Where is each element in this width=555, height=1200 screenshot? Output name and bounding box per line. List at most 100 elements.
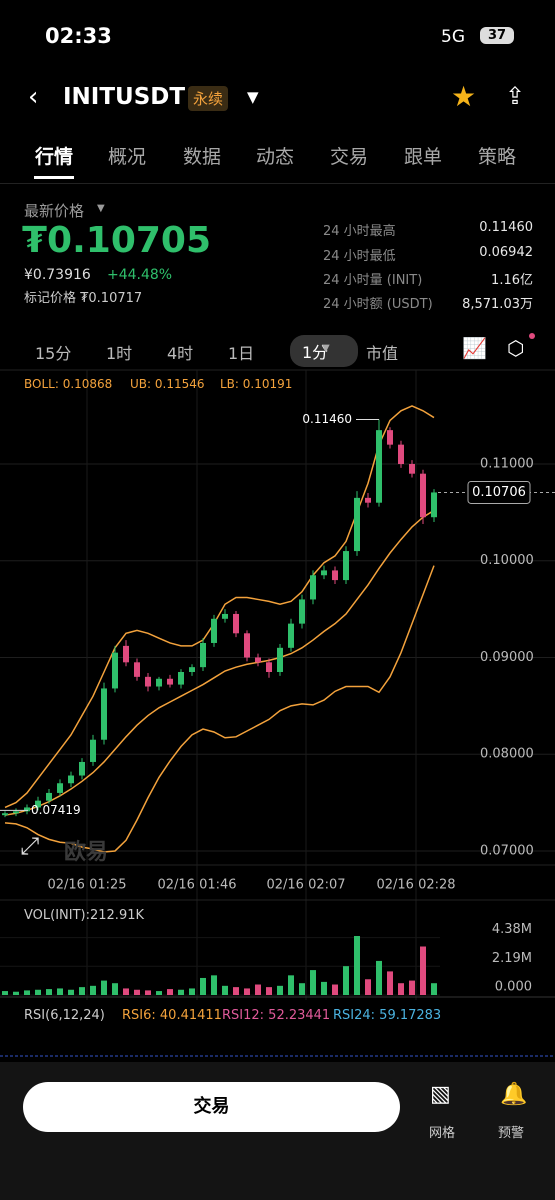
- candle-body: [24, 807, 30, 812]
- rsi6: RSI6: 40.41411: [122, 1008, 222, 1023]
- status-time: 02:33: [45, 24, 112, 48]
- contract-tag: 永续: [188, 86, 229, 111]
- stat-value: 0.11460: [479, 220, 533, 235]
- y-tick-label: 0.11000: [480, 457, 534, 472]
- cny-price: ¥0.73916: [24, 267, 91, 283]
- volume-bar: [233, 987, 239, 995]
- candle-body: [79, 761, 85, 776]
- volume-bar: [431, 983, 437, 995]
- alert-icon[interactable]: 🔔: [500, 1082, 528, 1107]
- volume-bar: [90, 985, 96, 995]
- max-label: 0.11460: [302, 412, 352, 426]
- stat-label: 24 小时最低: [323, 249, 396, 264]
- rsi24: RSI24: 59.17283: [333, 1008, 442, 1023]
- favorite-star[interactable]: ★: [451, 80, 477, 113]
- tab[interactable]: 跟单: [404, 146, 443, 168]
- boll-lower: [4, 565, 435, 853]
- tab[interactable]: 动态: [256, 146, 295, 168]
- watermark: 欧易: [64, 840, 109, 865]
- volume-bar: [310, 970, 316, 995]
- candle-body: [354, 497, 360, 552]
- interval[interactable]: 15分: [35, 344, 72, 363]
- x-tick-label: 02/16 01:46: [157, 878, 236, 893]
- volume-bar: [200, 977, 206, 995]
- vol-tick-label: 4.38M: [492, 922, 532, 937]
- volume-bar: [134, 989, 140, 995]
- volume-bar: [365, 979, 371, 995]
- settings-button[interactable]: ⬡: [507, 336, 525, 360]
- candle-body: [189, 667, 195, 672]
- grid-icon[interactable]: ▧: [430, 1082, 451, 1107]
- vol-tick-label: 0.000: [495, 980, 532, 995]
- share-button[interactable]: ⇪: [505, 82, 526, 110]
- boll-label: BOLL: 0.10868: [24, 377, 113, 391]
- interval[interactable]: 市值: [366, 344, 399, 363]
- boll-mid: [4, 509, 435, 816]
- candle-body: [13, 811, 19, 814]
- back-button[interactable]: ‹: [28, 82, 39, 112]
- volume-bar: [13, 991, 19, 995]
- trade-button[interactable]: 交易: [23, 1082, 400, 1132]
- volume-bar: [420, 946, 426, 995]
- volume-bar: [189, 988, 195, 995]
- symbol-dropdown[interactable]: ▼: [247, 88, 259, 106]
- candle-body: [222, 613, 228, 619]
- volume-bar: [211, 975, 217, 995]
- candle-body: [431, 492, 437, 518]
- candle-body: [57, 783, 63, 793]
- candle-body: [35, 800, 41, 808]
- volume-bar: [277, 985, 283, 995]
- candle-body: [178, 671, 184, 685]
- candle-body: [310, 575, 316, 600]
- vol-tick-label: 2.19M: [492, 951, 532, 966]
- rsi-title: RSI(6,12,24): [24, 1008, 105, 1023]
- interval[interactable]: 1分: [290, 335, 359, 367]
- interval[interactable]: 4时: [167, 344, 194, 363]
- lb-label: LB: 0.10191: [220, 377, 293, 391]
- grid-label[interactable]: 网格: [429, 1126, 456, 1141]
- change: +44.48%: [107, 267, 173, 283]
- volume-bar: [178, 989, 184, 995]
- interval[interactable]: 1日: [228, 344, 255, 363]
- volume-bar: [387, 971, 393, 995]
- ub-label: UB: 0.11546: [130, 377, 205, 391]
- candle-body: [244, 633, 250, 658]
- volume-bar: [2, 991, 8, 995]
- candle-body: [343, 551, 349, 581]
- stat-value: 0.06942: [479, 245, 533, 260]
- volume-bar: [167, 989, 173, 995]
- tab[interactable]: 概况: [108, 146, 147, 168]
- tab[interactable]: 行情: [35, 146, 74, 168]
- volume-bar: [101, 980, 107, 995]
- volume-bar: [288, 975, 294, 995]
- rsi12: RSI12: 52.23441: [222, 1008, 331, 1023]
- volume-bar: [343, 966, 349, 995]
- indicator-button[interactable]: 📈: [462, 336, 487, 360]
- candle-body: [211, 618, 217, 643]
- tab[interactable]: 策略: [478, 146, 517, 168]
- candle-body: [156, 678, 162, 687]
- interval[interactable]: 1时: [106, 344, 133, 363]
- expand-button[interactable]: ⤢: [20, 832, 40, 860]
- volume-bar: [35, 989, 41, 995]
- tab[interactable]: 交易: [330, 146, 369, 168]
- volume-bar: [398, 983, 404, 995]
- candle-body: [167, 678, 173, 685]
- candle-body: [101, 688, 107, 740]
- stat-label: 24 小时额 (USDT): [323, 297, 433, 312]
- volume-title: VOL(INIT):212.91K: [24, 908, 145, 923]
- volume-bar: [112, 983, 118, 995]
- candle-body: [134, 662, 140, 677]
- candle-body: [277, 647, 283, 672]
- candle-body: [200, 642, 206, 668]
- candle-body: [288, 623, 294, 648]
- candle-body: [112, 652, 118, 689]
- candle-body: [398, 444, 404, 465]
- tab[interactable]: 数据: [183, 146, 222, 168]
- alert-label[interactable]: 预警: [498, 1126, 525, 1141]
- y-tick-label: 0.07000: [480, 843, 534, 858]
- stat-label: 24 小时最高: [323, 224, 396, 239]
- price-label-arrow: ▼: [97, 203, 105, 214]
